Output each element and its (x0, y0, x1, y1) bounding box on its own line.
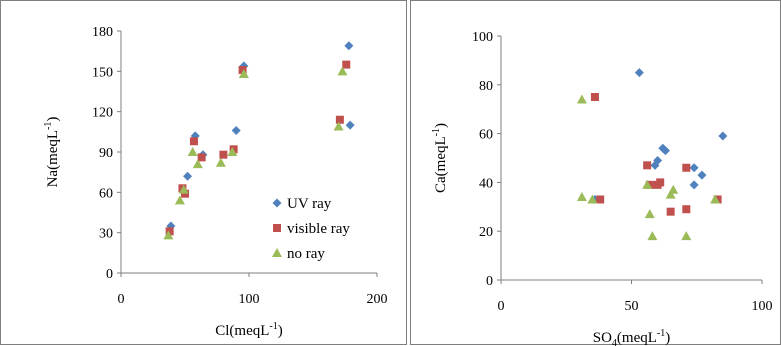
y-axis-title: Na(meqL-1) (43, 117, 61, 188)
ca-vs-so4-chart: 0 20 40 60 80 100 0 50 100 SO4(meqL-1) Ca(meqL-1) (431, 30, 773, 346)
none-data-point (681, 231, 692, 241)
uv-data-point (653, 155, 663, 165)
x-axis-title: Cl(meqL-1) (215, 321, 283, 339)
x-tick-label: 50 (625, 299, 639, 314)
visible-data-point (656, 178, 665, 187)
visible-data-point (342, 60, 351, 69)
y-tick-label: 20 (479, 225, 493, 240)
none-data-point (642, 179, 653, 189)
x-tick-label: 0 (498, 299, 505, 314)
none-data-point (192, 159, 203, 169)
visible-data-point (181, 189, 189, 198)
none-data-point (187, 147, 198, 156)
series-none (576, 94, 721, 241)
legend-visible-ray: visible ray (273, 221, 350, 237)
y-tick-label: 100 (472, 30, 493, 45)
uv-data-point (231, 125, 241, 135)
na-vs-cl-chart-panel: 0 30 60 90 120 150 180 0 100 200 Cl(meqL-1) Na(meqL… (0, 0, 407, 345)
x-tick-label: 200 (367, 292, 388, 307)
legend-no-ray-marker (272, 248, 282, 257)
visible-data-point (590, 93, 599, 101)
none-data-point (215, 157, 226, 167)
legend-visible-ray-marker (273, 224, 281, 232)
none-data-point (227, 147, 238, 156)
uv-data-point (660, 146, 670, 156)
y-tick-label: 60 (479, 128, 493, 143)
legend-no-ray-label: no ray (287, 246, 325, 262)
none-data-point (163, 230, 174, 240)
ca-vs-so4-chart-panel: 0 20 40 60 80 100 0 50 100 SO4(meqL-1) Ca(meqL-1) (410, 0, 781, 346)
none-data-point (710, 194, 721, 204)
y-tick-label: 0 (486, 274, 493, 289)
uv-data-point (689, 180, 699, 190)
x-tick-label: 100 (239, 292, 260, 307)
none-data-point (238, 69, 249, 79)
none-data-point (337, 66, 348, 76)
uv-data-point (718, 131, 728, 141)
none-data-point (576, 192, 587, 202)
y-tick-label: 60 (99, 186, 113, 201)
none-data-point (668, 184, 679, 194)
none-data-point (665, 189, 676, 199)
uv-data-point (634, 68, 644, 78)
visible-data-point (643, 161, 652, 170)
uv-data-point (697, 170, 707, 180)
y-axis-title: Ca(meqL-1) (431, 123, 449, 193)
x-axis-title: SO4(meqL-1) (593, 328, 671, 346)
legend-no-ray: no ray (272, 246, 325, 262)
legend: UV ray visible ray no ray (272, 196, 350, 262)
legend-uv-ray: UV ray (272, 196, 332, 212)
visible-data-point (189, 137, 198, 146)
y-tick-label: 90 (99, 146, 113, 161)
visible-data-point (666, 207, 675, 216)
visible-data-point (197, 153, 206, 162)
visible-data-point (682, 205, 691, 214)
uv-data-point (344, 41, 354, 51)
na-vs-cl-chart: 0 30 60 90 120 150 180 0 100 200 Cl(meqL-1) Na(meqL… (43, 25, 388, 339)
none-data-point (576, 94, 587, 104)
visible-data-point (682, 163, 691, 172)
y-tick-label: 150 (92, 65, 113, 80)
y-tick-label: 180 (92, 25, 113, 40)
y-tick-label: 30 (99, 227, 113, 242)
uv-data-point (345, 120, 355, 130)
none-data-point (587, 194, 598, 204)
legend-uv-ray-marker (272, 198, 282, 208)
series-visible (590, 93, 722, 216)
none-data-point (647, 231, 658, 241)
none-data-point (174, 195, 185, 205)
legend-visible-ray-label: visible ray (287, 221, 350, 237)
uv-data-point (183, 171, 193, 181)
visible-data-point (238, 65, 247, 74)
none-data-point (333, 121, 344, 131)
y-tick-label: 40 (479, 176, 493, 191)
x-tick-label: 0 (118, 292, 125, 307)
uv-data-point (689, 163, 699, 173)
visible-data-point (219, 150, 228, 159)
y-tick-label: 0 (106, 267, 113, 282)
y-tick-label: 120 (92, 106, 113, 121)
none-data-point (178, 184, 189, 194)
series-none (163, 66, 348, 240)
visible-data-point (335, 115, 344, 124)
visible-data-point (596, 195, 605, 204)
legend-uv-ray-label: UV ray (287, 196, 332, 212)
y-tick-label: 80 (479, 79, 493, 94)
visible-data-point (165, 227, 174, 236)
x-tick-label: 100 (752, 299, 773, 314)
none-data-point (644, 209, 655, 219)
